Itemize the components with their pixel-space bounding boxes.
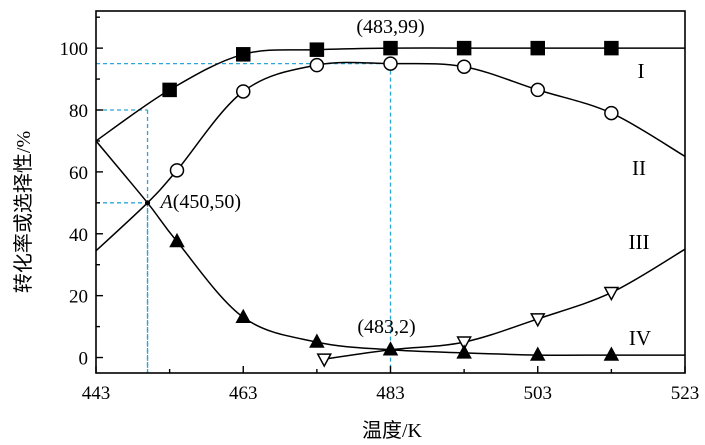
series-3-point [456, 336, 472, 351]
series-2-point [169, 163, 185, 178]
series-3-point [603, 286, 620, 302]
point-a-dot [144, 200, 151, 206]
series-3-point [529, 313, 546, 328]
series-4-point [309, 333, 325, 348]
series-2-point [456, 59, 472, 74]
series-4-point [382, 341, 399, 356]
x-tick-label: 443 [82, 383, 111, 404]
y-tick-label: 60 [69, 163, 88, 184]
series-2-point [236, 84, 251, 99]
series-label-1: I [638, 59, 645, 83]
y-tick-label: 40 [69, 225, 88, 246]
reference-lines [96, 62, 392, 373]
x-tick-label: 503 [524, 383, 553, 404]
series-1-point [309, 42, 325, 57]
x-axis-label: 温度/K [362, 419, 423, 442]
series-2-point [604, 105, 619, 121]
peak-annotation: (483,99) [356, 16, 424, 38]
series-4-point [603, 346, 620, 361]
x-tick-label: 523 [671, 383, 700, 404]
series-2-point [383, 56, 398, 71]
series-1-point [530, 40, 545, 56]
y-tick-label: 20 [69, 287, 88, 308]
series-2-point [309, 57, 325, 73]
series-4-point [529, 346, 546, 361]
series-4-point [235, 308, 252, 324]
x-tick-label: 463 [229, 383, 258, 404]
series-label-2: II [632, 156, 646, 180]
axis-ticks: 443 463 483 503 523 0 20 40 60 80 100 [60, 16, 700, 404]
series-line-4 [96, 140, 685, 356]
series-4-point [169, 232, 185, 248]
series-1-point [604, 40, 619, 56]
series-1-point [383, 40, 398, 56]
series-1-point [236, 47, 251, 62]
series-label-4: IV [629, 326, 651, 350]
series-1-point [456, 40, 472, 56]
series-4-point [456, 344, 472, 359]
series-1-point [162, 82, 177, 98]
series-3-point [316, 353, 332, 368]
y-tick-label: 0 [79, 349, 89, 370]
y-axis-label: 转化率或选择性/% [12, 131, 35, 293]
series-2-point [530, 82, 545, 98]
annotations: A(450,50) (483,99) (483,2) [144, 16, 425, 338]
low-annotation: (483,2) [357, 316, 415, 338]
point-a-label: A(450,50) [159, 191, 242, 213]
series-label-3: III [629, 230, 650, 254]
series-line-2 [96, 61, 685, 252]
x-tick-label: 483 [376, 383, 405, 404]
series-line-3 [324, 248, 685, 360]
series-markers [162, 40, 620, 368]
y-tick-label: 80 [69, 101, 88, 122]
y-tick-label: 100 [60, 39, 89, 60]
